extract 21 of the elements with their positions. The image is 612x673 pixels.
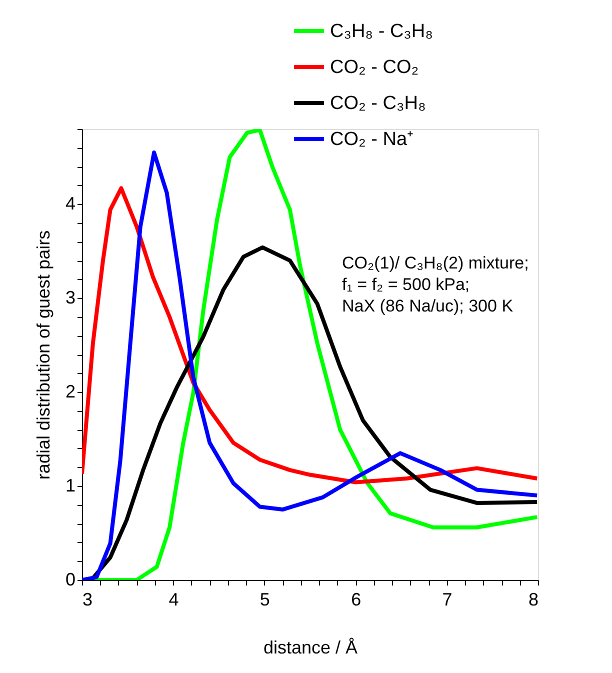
- legend-label: C₃H₈ - C₃H₈: [330, 21, 433, 42]
- y-tick-label: 4: [65, 194, 76, 214]
- annotation: NaX (86 Na/uc); 300 K: [342, 296, 514, 316]
- x-tick-label: 4: [168, 590, 179, 610]
- legend-label: CO₂ - Na⁺: [330, 129, 414, 150]
- x-tick-label: 7: [442, 590, 452, 610]
- x-tick-label: 8: [528, 590, 538, 610]
- legend-label: CO₂ - C₃H₈: [330, 93, 426, 114]
- x-tick-label: 6: [351, 590, 362, 610]
- annotation: CO₂(1)/ C₃H₈(2) mixture;: [342, 254, 529, 273]
- legend-label: CO₂ - CO₂: [330, 57, 419, 78]
- y-tick-label: 3: [65, 288, 76, 308]
- y-tick-label: 2: [65, 382, 76, 402]
- y-axis-title: radial distribution of guest pairs: [33, 230, 54, 480]
- y-tick-label: 0: [65, 570, 76, 590]
- x-axis-title: distance / Å: [263, 638, 358, 658]
- annotation: f₁ = f₂ = 500 kPa;: [342, 275, 470, 294]
- x-tick-label: 5: [260, 590, 270, 610]
- y-tick-label: 1: [65, 476, 76, 496]
- x-tick-label: 3: [82, 590, 93, 610]
- line-series: [82, 186, 538, 484]
